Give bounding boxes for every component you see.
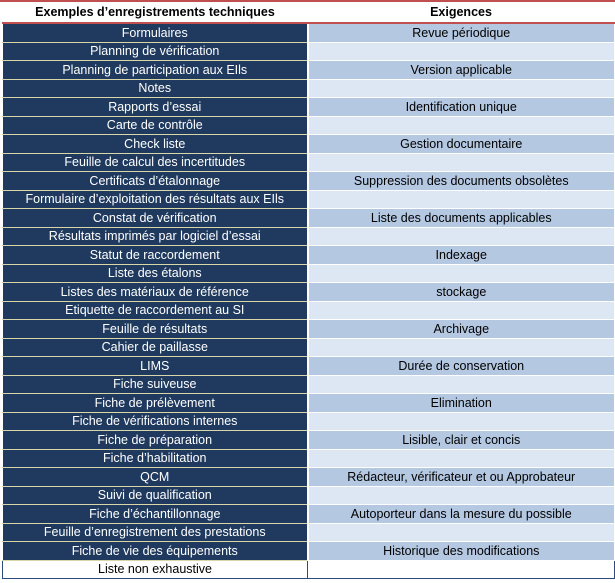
requirement-cell: Archivage: [307, 319, 615, 339]
table-row: Liste des étalons: [2, 263, 615, 283]
record-example-cell: Fiche d’habilitation: [2, 448, 309, 468]
record-example-cell: Carte de contrôle: [2, 115, 309, 135]
requirement-cell: Lisible, clair et concis: [307, 430, 615, 450]
table-row: Fiche de vérifications internes: [2, 411, 615, 431]
column-header-examples: Exemples d’enregistrements techniques: [2, 2, 308, 24]
record-example-cell: Statut de raccordement: [2, 245, 309, 265]
requirement-cell: Version applicable: [307, 60, 615, 80]
table-row: Etiquette de raccordement au SI: [2, 300, 615, 320]
table-row: Certificats d’étalonnage Suppression des …: [2, 171, 615, 191]
requirement-cell: [307, 115, 615, 135]
table-row: Rapports d’essai Identification unique: [2, 97, 615, 117]
record-example-cell: Certificats d’étalonnage: [2, 171, 309, 191]
record-example-cell: LIMS: [2, 356, 309, 376]
record-example-cell: Notes: [2, 78, 309, 98]
record-example-cell: Planning de vérification: [2, 41, 309, 61]
requirement-cell: [307, 559, 615, 579]
record-example-cell: Feuille de résultats: [2, 319, 309, 339]
requirement-cell: [307, 411, 615, 431]
record-example-cell: Feuille d’enregistrement des prestations: [2, 522, 309, 542]
requirement-cell: [307, 300, 615, 320]
table-row: LIMS Durée de conservation: [2, 356, 615, 376]
table-row: Fiche d’échantillonnage Autoporteur dans …: [2, 504, 615, 524]
table-row: Planning de vérification: [2, 41, 615, 61]
requirement-cell: Gestion documentaire: [307, 134, 615, 154]
table-row: QCM Rédacteur, vérificateur et ou Approba…: [2, 467, 615, 487]
requirement-cell: Indexage: [307, 245, 615, 265]
record-example-cell: QCM: [2, 467, 309, 487]
record-example-cell: Planning de participation aux EIls: [2, 60, 309, 80]
table-row: Check liste Gestion documentaire: [2, 134, 615, 154]
table-row: Formulaires Revue périodique: [2, 22, 615, 43]
table-row: Feuille de calcul des incertitudes: [2, 152, 615, 172]
table-row: Listes des matériaux de référence stockag…: [2, 282, 615, 302]
requirement-cell: Identification unique: [307, 97, 615, 117]
requirement-cell: [307, 78, 615, 98]
requirement-cell: Historique des modifications: [307, 541, 615, 561]
table-row: Constat de vérification Liste des documen…: [2, 208, 615, 228]
table-row: Feuille d’enregistrement des prestations: [2, 522, 615, 542]
column-header-requirements: Exigences: [307, 2, 615, 24]
table-row: Formulaire d’exploitation des résultats …: [2, 189, 615, 209]
record-example-cell: Fiche d’échantillonnage: [2, 504, 309, 524]
table-row: Fiche de préparation Lisible, clair et co…: [2, 430, 615, 450]
requirement-cell: [307, 522, 615, 542]
requirement-cell: Liste des documents applicables: [307, 208, 615, 228]
requirement-cell: Rédacteur, vérificateur et ou Approbateu…: [307, 467, 615, 487]
record-example-cell: Cahier de paillasse: [2, 337, 309, 357]
requirement-cell: [307, 448, 615, 468]
table-row: Fiche de prélèvement Elimination: [2, 393, 615, 413]
table-row: Fiche suiveuse: [2, 374, 615, 394]
table-row: Résultats imprimés par logiciel d’essai: [2, 226, 615, 246]
requirement-cell: [307, 41, 615, 61]
table-row: Liste non exhaustive: [2, 559, 615, 579]
table-header-row: Exemples d’enregistrements techniques Ex…: [2, 2, 615, 24]
record-example-cell: Listes des matériaux de référence: [2, 282, 309, 302]
requirement-cell: [307, 226, 615, 246]
record-example-cell: Formulaires: [2, 22, 309, 43]
record-example-cell: Etiquette de raccordement au SI: [2, 300, 309, 320]
record-example-cell: Liste non exhaustive: [2, 559, 308, 579]
requirement-cell: [307, 374, 615, 394]
record-example-cell: Formulaire d’exploitation des résultats …: [2, 189, 309, 209]
record-example-cell: Fiche de prélèvement: [2, 393, 309, 413]
requirement-cell: [307, 189, 615, 209]
requirement-cell: Suppression des documents obsolètes: [307, 171, 615, 191]
header-top-rule: [0, 0, 615, 2]
table-row: Suivi de qualification: [2, 485, 615, 505]
requirement-cell: Autoporteur dans la mesure du possible: [307, 504, 615, 524]
record-example-cell: Liste des étalons: [2, 263, 309, 283]
record-example-cell: Suivi de qualification: [2, 485, 309, 505]
requirement-cell: stockage: [307, 282, 615, 302]
table-row: Feuille de résultats Archivage: [2, 319, 615, 339]
requirement-cell: [307, 485, 615, 505]
table-row: Planning de participation aux EIls Versio…: [2, 60, 615, 80]
table-row: Cahier de paillasse: [2, 337, 615, 357]
record-example-cell: Feuille de calcul des incertitudes: [2, 152, 309, 172]
table-row: Statut de raccordement Indexage: [2, 245, 615, 265]
table-row: Fiche d’habilitation: [2, 448, 615, 468]
requirement-cell: [307, 337, 615, 357]
requirement-cell: Elimination: [307, 393, 615, 413]
table-row: Notes: [2, 78, 615, 98]
record-example-cell: Fiche suiveuse: [2, 374, 309, 394]
requirement-cell: Revue périodique: [307, 22, 615, 43]
table-row: Carte de contrôle: [2, 115, 615, 135]
table-row: Fiche de vie des équipements Historique d…: [2, 541, 615, 561]
record-example-cell: Fiche de préparation: [2, 430, 309, 450]
record-example-cell: Rapports d’essai: [2, 97, 309, 117]
requirement-cell: [307, 152, 615, 172]
record-example-cell: Résultats imprimés par logiciel d’essai: [2, 226, 309, 246]
requirement-cell: [307, 263, 615, 283]
record-example-cell: Fiche de vie des équipements: [2, 541, 309, 561]
record-example-cell: Constat de vérification: [2, 208, 309, 228]
record-example-cell: Fiche de vérifications internes: [2, 411, 309, 431]
requirement-cell: Durée de conservation: [307, 356, 615, 376]
record-example-cell: Check liste: [2, 134, 309, 154]
